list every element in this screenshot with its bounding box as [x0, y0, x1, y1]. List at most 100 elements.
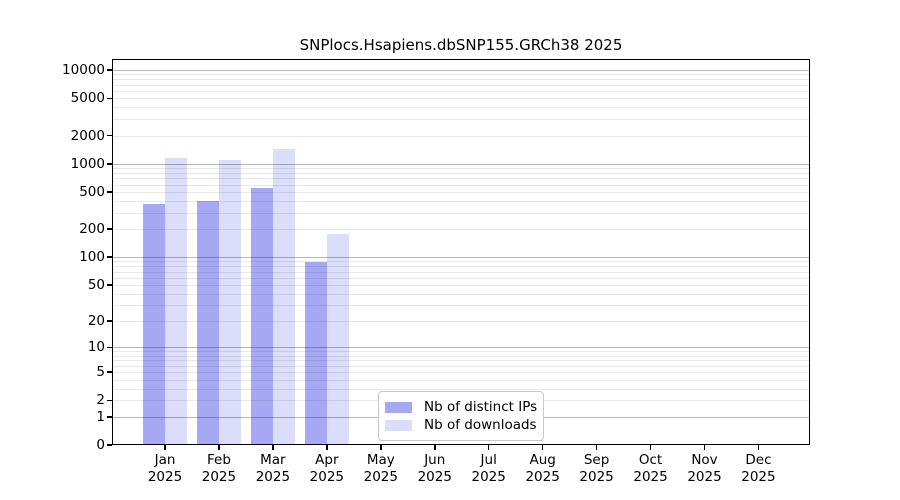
gridline-minor	[112, 119, 810, 121]
y-tick-label: 500	[79, 184, 105, 201]
gridline-minor	[112, 229, 810, 231]
x-tick-year: 2025	[201, 468, 237, 485]
x-tick-month: Oct	[638, 452, 663, 468]
x-tick-label-may: May 2025	[353, 452, 409, 485]
gridline-major	[112, 347, 810, 349]
gridline-minor	[112, 388, 810, 390]
bar-jan-distinct-ips	[143, 204, 165, 445]
x-tick-month: Jan	[154, 452, 176, 468]
x-tick-year: 2025	[417, 468, 452, 485]
x-tick-mark	[487, 445, 490, 450]
y-tick-mark	[107, 416, 112, 418]
x-tick-year: 2025	[525, 468, 560, 485]
y-tick-mark	[107, 97, 112, 100]
x-tick-year: 2025	[471, 468, 506, 485]
x-tick-year: 2025	[687, 468, 722, 485]
x-tick-label-mar: Mar 2025	[245, 452, 301, 485]
y-tick-label: 2	[96, 392, 105, 409]
gridline-minor	[112, 379, 810, 381]
gridline-minor	[112, 178, 810, 180]
gridline-minor	[112, 192, 810, 194]
x-tick-mark	[326, 445, 328, 450]
x-tick-mark	[649, 445, 652, 450]
x-tick-mark	[703, 445, 706, 450]
legend-label-downloads: Nb of downloads	[424, 417, 537, 433]
y-tick-mark	[107, 444, 112, 446]
gridline-minor	[112, 266, 810, 268]
bar-mar-distinct-ips	[251, 188, 273, 445]
x-tick-label-dec: Dec 2025	[730, 452, 786, 485]
legend-entry-downloads: Nb of downloads	[385, 417, 537, 433]
x-tick-year: 2025	[579, 468, 614, 485]
x-tick-month: Jul	[480, 452, 497, 468]
y-tick-mark	[107, 191, 112, 193]
x-tick-mark	[595, 445, 598, 450]
y-tick-label: 2000	[70, 127, 105, 144]
y-tick-mark	[107, 163, 112, 165]
y-tick-label: 1000	[70, 155, 105, 172]
gridline-minor	[112, 168, 810, 170]
y-tick-mark	[107, 346, 112, 349]
x-tick-label-feb: Feb 2025	[191, 452, 247, 485]
x-tick-mark	[434, 445, 436, 450]
gridline-minor	[112, 293, 810, 295]
gridline-minor	[112, 212, 810, 214]
legend: Nb of distinct IPs Nb of downloads	[378, 391, 544, 441]
legend-entry-distinct-ips: Nb of distinct IPs	[385, 399, 538, 415]
x-tick-year: 2025	[255, 468, 291, 485]
bar-feb-downloads	[218, 159, 241, 445]
x-tick-mark	[164, 445, 166, 450]
x-tick-month: Apr	[315, 452, 339, 468]
x-tick-year: 2025	[147, 468, 183, 485]
x-tick-month: Dec	[745, 452, 772, 468]
bar-mar-downloads	[272, 149, 295, 445]
y-tick-label: 1	[96, 408, 105, 425]
x-tick-label-aug: Aug 2025	[515, 452, 571, 485]
gridline-minor	[112, 305, 810, 307]
y-tick-label: 50	[87, 277, 105, 293]
y-tick-mark	[107, 371, 112, 373]
x-tick-year: 2025	[363, 468, 398, 485]
y-tick-mark	[107, 399, 112, 402]
gridline-minor	[112, 271, 810, 273]
y-tick-label: 5	[96, 364, 105, 381]
y-tick-label: 10000	[62, 62, 105, 79]
y-tick-mark	[107, 284, 112, 286]
y-tick-label: 10	[87, 339, 105, 356]
legend-label-distinct-ips: Nb of distinct IPs	[424, 399, 538, 415]
gridline-minor	[112, 261, 810, 263]
x-tick-month: May	[366, 452, 395, 468]
y-tick-mark	[107, 228, 112, 230]
chart-title: SNPlocs.Hsapiens.dbSNP155.GRCh38 2025	[299, 36, 623, 54]
gridline-minor	[112, 365, 810, 367]
legend-swatch-downloads-icon	[385, 419, 412, 431]
bar-apr-downloads	[326, 234, 349, 445]
gridline-minor	[112, 90, 810, 92]
gridline-minor	[112, 201, 810, 203]
plot-area	[112, 59, 810, 445]
gridline-minor	[112, 107, 810, 109]
x-tick-label-apr: Apr 2025	[299, 452, 355, 485]
x-tick-label-jul: Jul 2025	[461, 452, 517, 485]
gridline-minor	[112, 360, 810, 362]
gridline-minor	[112, 135, 810, 137]
gridline-minor	[112, 277, 810, 279]
gridline-major	[112, 257, 810, 259]
x-tick-month: Nov	[691, 452, 718, 468]
x-tick-label-sep: Sep 2025	[569, 452, 625, 485]
y-tick-label: 5000	[70, 90, 105, 107]
x-tick-mark	[541, 445, 544, 450]
y-tick-mark	[107, 134, 112, 137]
gridline-minor	[112, 79, 810, 81]
x-tick-label-jun: Jun 2025	[407, 452, 463, 485]
gridline-minor	[112, 355, 810, 357]
x-tick-label-nov: Nov 2025	[677, 452, 733, 485]
bar-apr-distinct-ips	[305, 261, 327, 445]
x-tick-label-jan: Jan 2025	[137, 452, 193, 485]
y-tick-label: 20	[87, 313, 105, 330]
bar-jan-downloads	[165, 157, 187, 445]
y-tick-mark	[107, 69, 112, 71]
x-tick-mark	[218, 445, 220, 450]
gridline-major	[112, 70, 810, 72]
